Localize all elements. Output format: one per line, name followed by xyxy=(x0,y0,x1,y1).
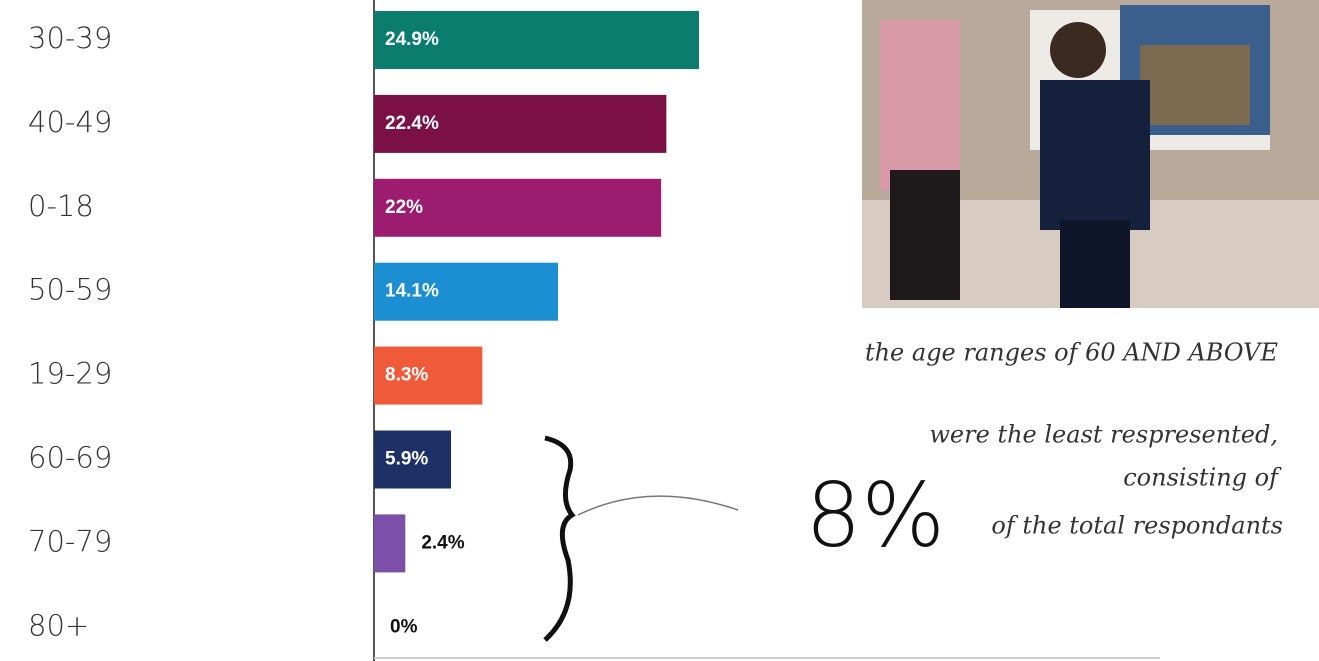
category-label: 30-39 xyxy=(28,21,112,55)
value-label: 14.1% xyxy=(385,281,439,302)
category-label: 19-29 xyxy=(28,357,112,391)
highlight-number: 8% xyxy=(805,464,945,567)
bar xyxy=(374,430,452,489)
category-label: 60-69 xyxy=(28,441,112,475)
bar xyxy=(374,262,559,321)
value-label: 22% xyxy=(385,197,423,218)
photo xyxy=(862,0,1319,308)
bar xyxy=(374,94,667,153)
category-label: 0-18 xyxy=(28,189,94,223)
bar xyxy=(374,11,699,69)
category-label: 40-49 xyxy=(28,105,112,139)
category-label: 50-59 xyxy=(28,273,112,307)
bar xyxy=(374,346,483,405)
value-label: 0% xyxy=(390,616,418,637)
annotation: consisting of xyxy=(1123,464,1282,492)
bar xyxy=(374,178,662,237)
value-label: 8.3% xyxy=(385,365,428,386)
category-label: 80+ xyxy=(28,608,89,642)
annotation: of the total respondants xyxy=(991,512,1283,540)
value-label: 24.9% xyxy=(385,29,439,50)
bar xyxy=(374,514,406,573)
category-label: 70-79 xyxy=(28,524,112,558)
value-label: 5.9% xyxy=(385,449,428,470)
annotation: were the least respresented, xyxy=(929,421,1278,449)
value-label: 22.4% xyxy=(385,113,439,134)
connector xyxy=(577,495,739,516)
annotation: the age ranges of 60 AND ABOVE xyxy=(865,339,1279,367)
value-label: 2.4% xyxy=(421,532,464,553)
brace xyxy=(543,435,576,642)
